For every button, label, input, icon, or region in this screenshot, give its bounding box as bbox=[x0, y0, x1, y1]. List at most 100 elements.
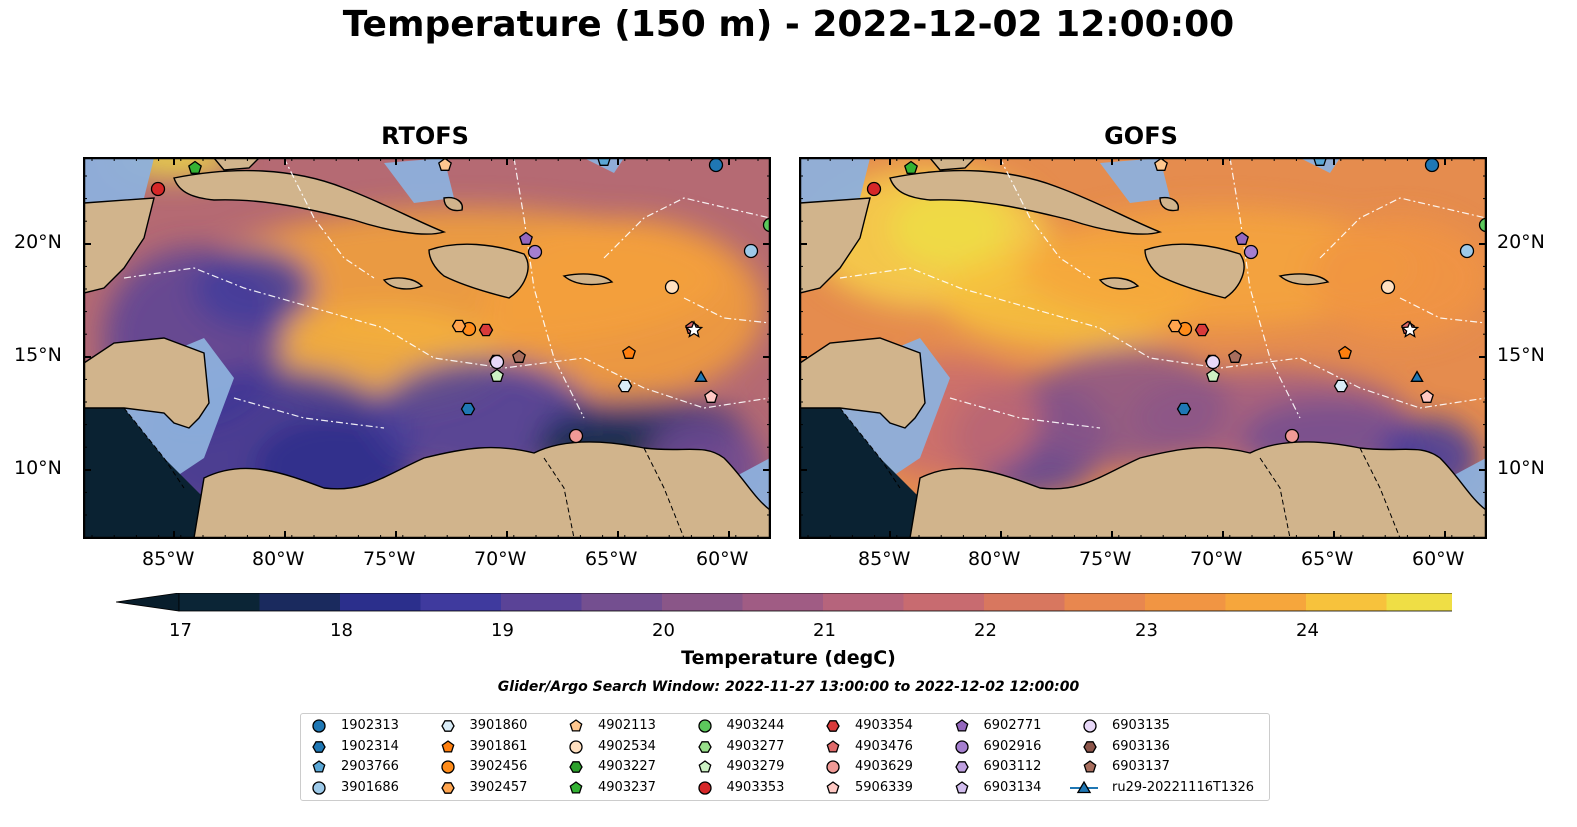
lat-tick-label: 20°N bbox=[14, 231, 62, 253]
legend-label: 4903353 bbox=[726, 779, 785, 795]
float-marker bbox=[1083, 740, 1097, 753]
cuba-landmass bbox=[889, 169, 1163, 235]
south-america-landmass bbox=[909, 441, 1486, 538]
colorbar-bin bbox=[179, 593, 260, 611]
legend-label: ru29-20221116T1326 bbox=[1112, 779, 1255, 795]
float-marker bbox=[440, 760, 455, 774]
colorbar-tick-label: 18 bbox=[330, 620, 353, 641]
shelf-area bbox=[384, 158, 454, 203]
lon-tick-label: 75°W bbox=[1079, 548, 1132, 570]
legend-label: 6903136 bbox=[1112, 738, 1170, 754]
float-marker bbox=[1424, 158, 1440, 173]
float-marker bbox=[694, 370, 708, 382]
eez-boundary bbox=[283, 158, 375, 279]
colorbar-bin bbox=[1306, 593, 1387, 611]
legend-marker-icon bbox=[441, 739, 454, 753]
float-marker bbox=[697, 780, 712, 795]
legend-label: 3901686 bbox=[341, 779, 399, 795]
yucatan-landmass bbox=[800, 197, 871, 294]
float-marker bbox=[1176, 402, 1192, 416]
yucatan-landmass bbox=[84, 197, 155, 294]
float-marker bbox=[1338, 345, 1352, 359]
lon-tick-label: 60°W bbox=[696, 548, 749, 570]
legend-marker-icon bbox=[312, 780, 326, 795]
float-marker bbox=[440, 720, 455, 732]
legend-label: 6903112 bbox=[983, 759, 1042, 774]
float-marker bbox=[1333, 379, 1349, 393]
legend-label: 4903227 bbox=[598, 759, 656, 774]
colorbar-bin bbox=[823, 593, 904, 611]
float-marker bbox=[569, 719, 583, 732]
float-marker bbox=[569, 761, 583, 773]
legend-label: 4903277 bbox=[726, 738, 785, 754]
float-marker bbox=[954, 739, 969, 754]
eez-boundary bbox=[513, 158, 585, 419]
colorbar-bin bbox=[1145, 593, 1226, 611]
float-marker bbox=[478, 323, 494, 337]
legend-marker-icon bbox=[697, 780, 712, 795]
colorbar-tick-label: 23 bbox=[1135, 620, 1158, 641]
float-marker bbox=[460, 402, 476, 416]
country-border bbox=[123, 407, 185, 489]
float-marker bbox=[512, 349, 526, 363]
float-marker bbox=[312, 760, 326, 773]
float-marker bbox=[704, 389, 718, 403]
colorbar-tick-label: 17 bbox=[169, 620, 192, 641]
cuba-landmass bbox=[173, 169, 447, 235]
map-canvas bbox=[800, 158, 1486, 538]
float-marker bbox=[489, 354, 505, 370]
legend-label: 4903476 bbox=[855, 738, 913, 754]
lon-tick-label: 85°W bbox=[858, 548, 911, 570]
legend-marker-icon bbox=[1070, 780, 1098, 793]
legend-label: 1902314 bbox=[341, 738, 399, 754]
float-marker bbox=[622, 345, 636, 359]
float-marker bbox=[708, 158, 724, 173]
lon-tick-label: 80°W bbox=[252, 548, 305, 570]
legend-marker-icon bbox=[569, 780, 583, 794]
eez-boundary bbox=[839, 267, 1101, 329]
lon-tick-label: 80°W bbox=[968, 548, 1021, 570]
colorbar-bin bbox=[581, 593, 663, 611]
legend-label: 2903766 bbox=[341, 759, 399, 774]
float-marker bbox=[743, 243, 759, 259]
float-marker bbox=[762, 217, 770, 233]
legend-label: 1902313 bbox=[341, 718, 399, 733]
float-marker bbox=[312, 780, 326, 795]
puerto-rico-landmass bbox=[562, 273, 614, 286]
colorbar-bin bbox=[420, 593, 502, 611]
lon-tick-label: 60°W bbox=[1412, 548, 1465, 570]
country-border bbox=[543, 457, 575, 538]
colorbar-label: Temperature (degC) bbox=[681, 647, 896, 669]
shelf-area bbox=[1100, 158, 1170, 203]
map-border bbox=[800, 158, 1486, 538]
float-marker bbox=[1284, 428, 1300, 444]
float-marker bbox=[451, 319, 467, 333]
legend-label: 6903135 bbox=[1112, 718, 1170, 733]
hispaniola-landmass bbox=[428, 243, 529, 299]
eez-boundary bbox=[1229, 158, 1301, 419]
float-marker bbox=[826, 720, 840, 732]
legend-marker-icon bbox=[954, 739, 969, 754]
panel-title-rtofs: RTOFS bbox=[381, 122, 469, 150]
lon-tick-label: 65°W bbox=[585, 548, 638, 570]
country-border bbox=[1259, 457, 1291, 538]
eez-boundary bbox=[603, 197, 770, 259]
legend: 1902313 1902314 2903766 3901686 3901860 39018… bbox=[300, 713, 1270, 801]
float-marker bbox=[684, 320, 704, 338]
float-marker bbox=[568, 428, 584, 444]
country-border bbox=[643, 447, 685, 538]
lon-tick-label: 85°W bbox=[142, 548, 195, 570]
legend-label: 4903237 bbox=[598, 779, 656, 795]
temperature-patch bbox=[1030, 348, 1230, 468]
bahamas-landmass bbox=[1159, 196, 1179, 212]
float-marker bbox=[1243, 244, 1259, 260]
country-border bbox=[1359, 447, 1401, 538]
shelf-area bbox=[84, 158, 154, 203]
colorbar bbox=[116, 593, 1452, 612]
legend-marker-icon bbox=[440, 760, 455, 774]
temperature-patch bbox=[1310, 218, 1486, 338]
legend-label: 5906339 bbox=[855, 779, 913, 795]
float-marker bbox=[1194, 323, 1210, 337]
eez-boundary bbox=[123, 267, 385, 329]
float-marker bbox=[826, 760, 840, 774]
